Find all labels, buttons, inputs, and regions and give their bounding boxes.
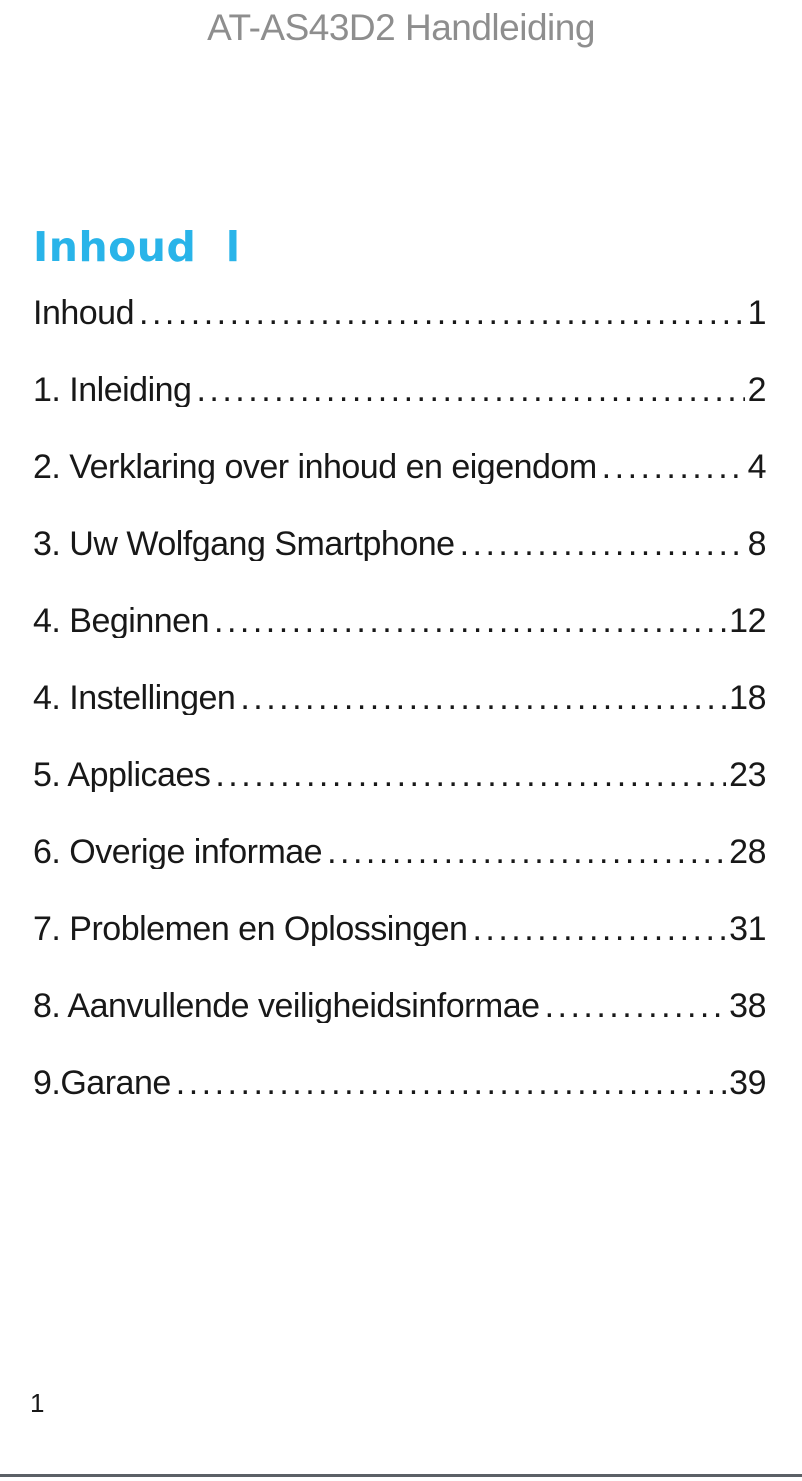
toc-leader-dots: ........................................… [196, 373, 744, 407]
toc-section-heading: Inhoud l [33, 223, 241, 271]
toc-entry-title: Inhoud [33, 296, 135, 330]
toc-entry: 9.Garane................................… [33, 1066, 766, 1100]
toc-leader-dots: ........................................… [215, 758, 726, 792]
toc-entry-title: 4. Beginnen [33, 604, 210, 638]
toc-entry-title: 3. Uw Wolfgang Smartphone [33, 527, 455, 561]
toc-entry-page: 23 [729, 758, 766, 792]
toc-entry-page: 4 [747, 450, 766, 484]
toc-entry-title: 8. Aanvullende veiligheidsinformae [33, 989, 540, 1023]
toc-entry: 3. Uw Wolfgang Smartphone...............… [33, 527, 766, 561]
toc-leader-dots: ........................................… [544, 989, 727, 1023]
toc-entry: 1. Inleiding............................… [33, 373, 766, 407]
toc-entry: 7. Problemen en Oplossingen.............… [33, 912, 766, 946]
footer-rule [0, 1474, 802, 1477]
toc-entry: 6. Overige informae.....................… [33, 835, 766, 869]
toc-entry-page: 38 [729, 989, 766, 1023]
toc-entry-title: 9.Garane [33, 1066, 171, 1100]
document-header-title: AT-AS43D2 Handleiding [207, 7, 595, 48]
toc-entry-page: 2 [747, 373, 766, 407]
toc-entry-title: 4. Instellingen [33, 681, 236, 715]
toc-entry-page: 8 [747, 527, 766, 561]
toc-entry-page: 12 [729, 604, 766, 638]
toc-leader-dots: ........................................… [459, 527, 745, 561]
toc-leader-dots: ........................................… [240, 681, 726, 715]
toc-leader-dots: ........................................… [175, 1066, 726, 1100]
toc-entry: 5. Applicaes............................… [33, 758, 766, 792]
toc-entry-title: 2. Verklaring over inhoud en eigendom [33, 450, 597, 484]
toc-entry-title: 7. Problemen en Oplossingen [33, 912, 468, 946]
toc-entry-page: 1 [747, 296, 766, 330]
toc-leader-dots: ........................................… [327, 835, 726, 869]
toc-entry: 2. Verklaring over inhoud en eigendom...… [33, 450, 766, 484]
toc-entry-title: 6. Overige informae [33, 835, 323, 869]
toc-entry: 4. Beginnen.............................… [33, 604, 766, 638]
toc-leader-dots: ........................................… [601, 450, 745, 484]
toc-entry-title: 5. Applicaes [33, 758, 211, 792]
toc-entry-page: 39 [729, 1066, 766, 1100]
footer-page-number: 1 [30, 1388, 45, 1418]
toc-leader-dots: ........................................… [139, 296, 745, 330]
toc-list: Inhoud..................................… [33, 296, 766, 1143]
toc-leader-dots: ........................................… [472, 912, 726, 946]
toc-entry: 4. Instellingen.........................… [33, 681, 766, 715]
toc-entry-page: 18 [729, 681, 766, 715]
toc-entry-page: 28 [729, 835, 766, 869]
toc-entry: 8. Aanvullende veiligheidsinformae......… [33, 989, 766, 1023]
toc-entry: Inhoud..................................… [33, 296, 766, 330]
toc-entry-title: 1. Inleiding [33, 373, 192, 407]
toc-leader-dots: ........................................… [214, 604, 726, 638]
toc-entry-page: 31 [729, 912, 766, 946]
